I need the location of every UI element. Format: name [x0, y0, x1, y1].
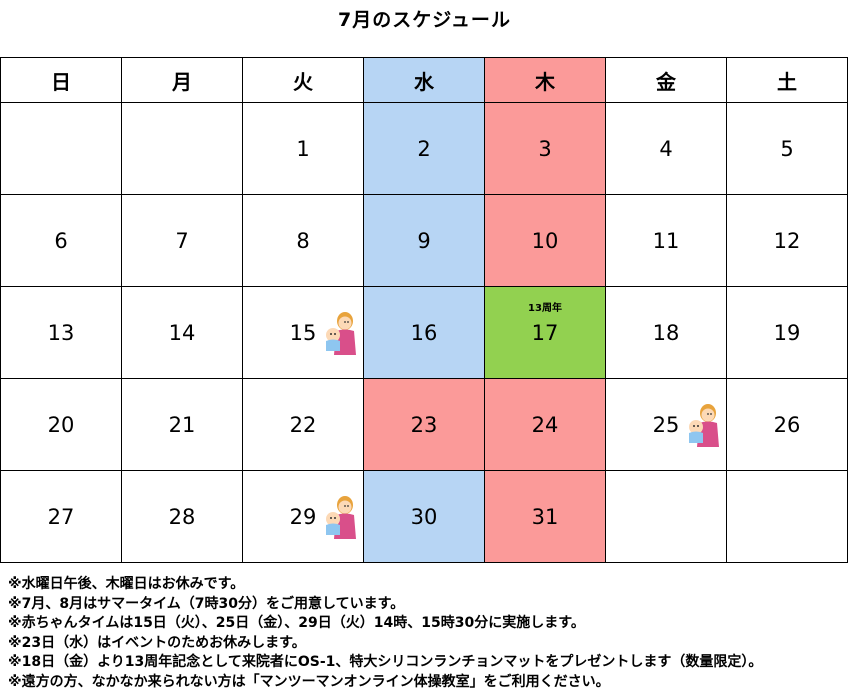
day-cell: 13: [0, 286, 122, 379]
day-cell: 20: [0, 378, 122, 471]
anniversary-label: 13周年: [528, 303, 562, 314]
weekday-friday: 金: [605, 57, 727, 103]
week-row: 13 14 15 16 13周年 17: [0, 286, 848, 379]
day-cell: 23: [363, 378, 485, 471]
day-cell: 14: [121, 286, 243, 379]
notes-section: ※水曜日午後、木曜日はお休みです。 ※7月、8月はサマータイム（7時30分）をご…: [8, 575, 848, 692]
day-cell: 2: [363, 102, 485, 195]
day-cell-baby-time: 15: [242, 286, 364, 379]
day-cell: 8: [242, 194, 364, 287]
day-cell-baby-time: 29: [242, 470, 364, 563]
day-cell: 7: [121, 194, 243, 287]
day-cell: 4: [605, 102, 727, 195]
day-cell: 5: [726, 102, 848, 195]
mother-baby-icon: [689, 403, 719, 447]
day-cell: 9: [363, 194, 485, 287]
day-cell: 6: [0, 194, 122, 287]
day-cell: 1: [242, 102, 364, 195]
note-line: ※18日（金）より13周年記念として来院者にOS-1、特大シリコンランチョンマッ…: [8, 654, 763, 670]
day-cell: 26: [726, 378, 848, 471]
note-line: ※赤ちゃんタイムは15日（火）、25日（金）、29日（火）14時、15時30分に…: [8, 615, 585, 631]
day-cell: 11: [605, 194, 727, 287]
day-cell: 16: [363, 286, 485, 379]
day-cell: 19: [726, 286, 848, 379]
page-title: 7月のスケジュール: [338, 9, 511, 31]
day-cell: 3: [484, 102, 606, 195]
day-cell: 30: [363, 470, 485, 563]
day-cell: 28: [121, 470, 243, 563]
day-cell: 18: [605, 286, 727, 379]
note-line: ※遠方の方、なかなか来られない方は「マンツーマンオンライン体操教室」をご利用くだ…: [8, 673, 610, 690]
day-cell: 27: [0, 470, 122, 563]
week-row: 20 21 22 23 24 25 26: [0, 378, 848, 471]
weekday-header-row: 日 月 火 水 木 金 土: [0, 57, 848, 103]
day-number: 25: [652, 412, 680, 437]
calendar: 日 月 火 水 木 金 土 1 2 3 4 5 6 7 8 9 10 11 12: [0, 57, 848, 563]
weekday-saturday: 土: [726, 57, 848, 103]
note-line: ※7月、8月はサマータイム（7時30分）をご用意しています。: [8, 595, 405, 612]
day-cell: 31: [484, 470, 606, 563]
day-cell: [605, 470, 727, 563]
day-cell: 22: [242, 378, 364, 471]
weekday-tuesday: 火: [242, 57, 364, 103]
day-number: 29: [289, 504, 317, 529]
day-cell-anniversary: 13周年 17: [484, 286, 606, 379]
week-row: 27 28 29 30 31: [0, 470, 848, 563]
day-cell: 10: [484, 194, 606, 287]
day-cell: [726, 470, 848, 563]
day-number: 15: [289, 320, 317, 345]
day-cell-baby-time: 25: [605, 378, 727, 471]
note-line: ※23日（水）はイベントのためお休みします。: [8, 634, 306, 651]
day-cell: [121, 102, 243, 195]
day-cell: [0, 102, 122, 195]
weekday-sunday: 日: [0, 57, 122, 103]
weekday-thursday: 木: [484, 57, 606, 103]
note-line: ※水曜日午後、木曜日はお休みです。: [8, 576, 245, 592]
weekday-monday: 月: [121, 57, 243, 103]
day-cell: 12: [726, 194, 848, 287]
weekday-wednesday: 水: [363, 57, 485, 103]
week-row: 6 7 8 9 10 11 12: [0, 194, 848, 287]
mother-baby-icon: [326, 311, 356, 355]
day-cell: 21: [121, 378, 243, 471]
day-number: 17: [531, 320, 559, 345]
mother-baby-icon: [326, 495, 356, 539]
day-cell: 24: [484, 378, 606, 471]
week-row: 1 2 3 4 5: [0, 102, 848, 195]
